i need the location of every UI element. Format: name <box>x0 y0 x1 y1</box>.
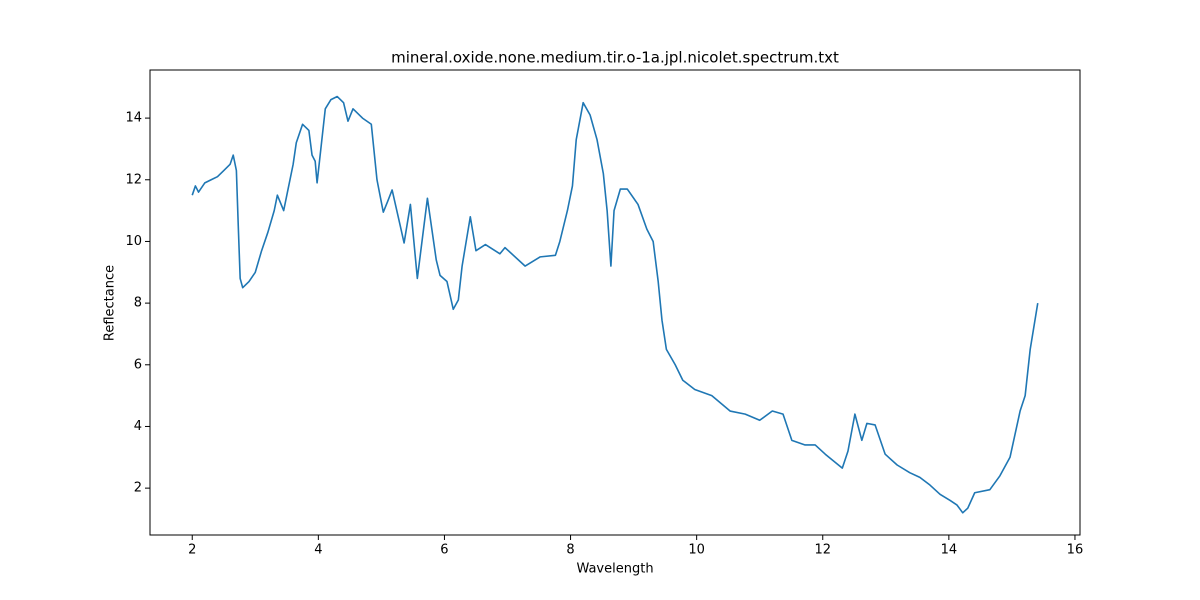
x-tick-label: 14 <box>941 543 958 558</box>
spectrum-line <box>191 95 1039 514</box>
x-tick-label: 8 <box>566 543 574 558</box>
y-tick-label: 8 <box>134 296 142 311</box>
y-tick-label: 6 <box>134 357 142 372</box>
y-tick-label: 12 <box>125 172 142 187</box>
x-tick-label: 6 <box>440 543 448 558</box>
x-tick-label: 16 <box>1067 543 1084 558</box>
x-axis-label: Wavelength <box>576 562 653 577</box>
x-tick-label: 12 <box>814 543 831 558</box>
y-axis-label: Reflectance <box>103 265 118 341</box>
y-tick-label: 4 <box>134 419 142 434</box>
chart-title: mineral.oxide.none.medium.tir.o-1a.jpl.n… <box>391 49 839 67</box>
x-tick-label: 10 <box>688 543 705 558</box>
plot-frame <box>149 69 1081 536</box>
y-tick-label: 14 <box>125 111 142 126</box>
x-tick-label: 2 <box>188 543 196 558</box>
y-tick-label: 2 <box>134 481 142 496</box>
y-tick-label: 10 <box>125 234 142 249</box>
x-tick-label: 4 <box>314 543 322 558</box>
